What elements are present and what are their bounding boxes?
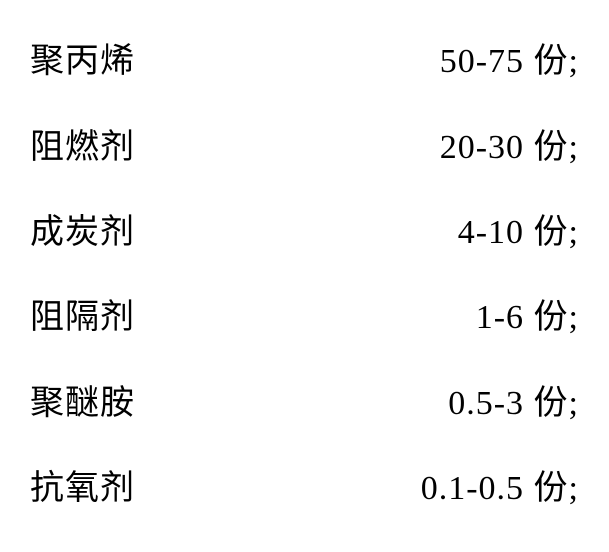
ingredient-value: 50-75 份;	[440, 42, 579, 83]
ingredient-value: 4-10 份;	[458, 213, 579, 254]
table-row: 阻隔剂 1-6 份;	[30, 298, 579, 339]
table-row: 阻燃剂 20-30 份;	[30, 128, 579, 169]
table-row: 成炭剂 4-10 份;	[30, 213, 579, 254]
ingredient-value: 1-6 份;	[476, 298, 579, 339]
ingredient-label: 阻隔剂	[30, 298, 135, 339]
ingredient-label: 成炭剂	[30, 213, 135, 254]
table-row: 聚丙烯 50-75 份;	[30, 42, 579, 83]
ingredient-value: 20-30 份;	[440, 128, 579, 169]
ingredient-label: 抗氧剂	[30, 469, 135, 510]
table-row: 抗氧剂 0.1-0.5 份;	[30, 469, 579, 510]
ingredient-label: 聚醚胺	[30, 384, 135, 425]
ingredient-label: 聚丙烯	[30, 42, 135, 83]
ingredient-value: 0.5-3 份;	[448, 384, 579, 425]
table-row: 聚醚胺 0.5-3 份;	[30, 384, 579, 425]
ingredient-value: 0.1-0.5 份;	[421, 469, 579, 510]
ingredient-label: 阻燃剂	[30, 128, 135, 169]
